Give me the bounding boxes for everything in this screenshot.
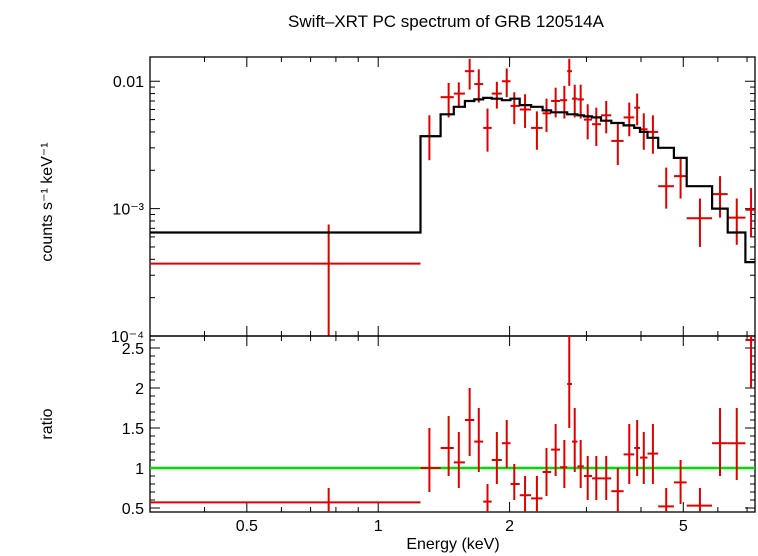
ratio-data-point: [483, 484, 492, 512]
spectrum-y-tick-label: 10⁻³: [112, 202, 144, 219]
spectrum-data-point: [745, 188, 755, 237]
ratio-data-point: [501, 420, 511, 468]
x-axis-label: Energy (keV): [406, 536, 499, 553]
ratio-data-point: [474, 408, 484, 472]
ratio-y-tick-label: 2.5: [122, 341, 144, 358]
x-tick-label: 0.5: [236, 518, 258, 535]
chart-title: Swift–XRT PC spectrum of GRB 120514A: [288, 12, 605, 31]
spectrum-data-point: [592, 107, 602, 147]
ratio-data-point: [531, 476, 543, 512]
ratio-data-point: [491, 432, 502, 484]
spectrum-data-point: [531, 111, 543, 150]
ratio-data-point: [453, 432, 465, 488]
ratio-data-point: [583, 456, 593, 500]
spectrum-frame: [149, 56, 756, 337]
spectrum-data-point: [491, 81, 502, 109]
spectrum-data-point: [474, 69, 484, 103]
ratio-data-point: [592, 456, 602, 500]
spectrum-data-point: [440, 82, 454, 118]
model-step-line: [150, 96, 755, 264]
spectrum-data-point: [420, 115, 441, 161]
spectrum-data-point: [623, 102, 635, 137]
spectrum-y-axis-label: counts s⁻¹ keV⁻¹: [39, 142, 56, 261]
ratio-panel: 0.5 1 1.5 2 2.5 0.5 1 2 5: [122, 335, 756, 535]
ratio-data-point: [567, 336, 573, 428]
spectrum-data-point: [673, 157, 687, 199]
ratio-data-point: [727, 408, 746, 480]
ratio-data-point: [647, 424, 659, 484]
ratio-data-point: [658, 488, 674, 512]
spectrum-data-point: [601, 100, 612, 134]
ratio-data-point: [150, 488, 421, 512]
ratio-data-point: [623, 424, 635, 484]
ratio-data-point: [560, 440, 568, 488]
ratio-data-point: [420, 428, 441, 492]
ratio-data-point: [510, 464, 520, 500]
ratio-data-point: [640, 432, 648, 484]
ratio-y-tick-label: 1: [135, 461, 144, 478]
ratio-data-point: [634, 420, 641, 476]
x-tick-label: 5: [679, 518, 688, 535]
spectrum-data-point: [712, 176, 728, 218]
ratio-data-point: [601, 456, 612, 500]
spectrum-y-tick-label: 0.01: [113, 74, 144, 91]
x-tick-label: 2: [505, 518, 514, 535]
ratio-data-point: [577, 440, 584, 488]
spectrum-data-point: [583, 104, 593, 140]
ratio-data-point: [440, 416, 454, 476]
ratio-data-point: [464, 388, 475, 456]
spectrum-data-point: [572, 84, 578, 118]
spectrum-data-point: [483, 108, 492, 152]
spectrum-y-tick-label: 10⁻⁴: [111, 329, 144, 346]
ratio-data-point: [542, 448, 552, 496]
ratio-data-point: [519, 476, 532, 512]
ratio-data-point: [745, 336, 755, 388]
spectrum-data-point: [510, 92, 520, 125]
spectrum-data-point: [647, 115, 659, 154]
spectrum-data-point: [519, 94, 532, 128]
spectrum-data-point: [611, 123, 624, 166]
spectrum-data-point: [686, 198, 713, 247]
spectrum-data-point: [542, 98, 552, 132]
ratio-data-point: [572, 408, 578, 472]
ratio-data-point: [673, 460, 687, 504]
spectrum-data-point: [727, 198, 746, 245]
spectrum-data-point: [634, 93, 641, 126]
spectrum-data-point: [453, 82, 465, 108]
ratio-data-point: [712, 408, 728, 476]
x-tick-label: 1: [374, 518, 383, 535]
ratio-data-point: [611, 468, 624, 512]
ratio-data-point: [686, 488, 713, 512]
spectrum-data-point: [567, 58, 573, 86]
ratio-y-tick-label: 2: [135, 381, 144, 398]
ratio-y-tick-label: 0.5: [122, 501, 144, 518]
spectrum-data-point: [658, 167, 674, 209]
ratio-frame: [149, 335, 756, 513]
spectrum-data-point: [464, 58, 475, 90]
spectrum-panel: 10⁻⁴ 10⁻³ 0.01: [111, 56, 756, 346]
ratio-y-axis-label: ratio: [39, 408, 56, 439]
spectrum-data-point: [577, 84, 584, 119]
spectrum-data-point: [501, 68, 511, 98]
ratio-data-point: [551, 424, 561, 476]
ratio-y-tick-label: 1.5: [122, 421, 144, 438]
spectrum-data-point: [150, 224, 421, 336]
